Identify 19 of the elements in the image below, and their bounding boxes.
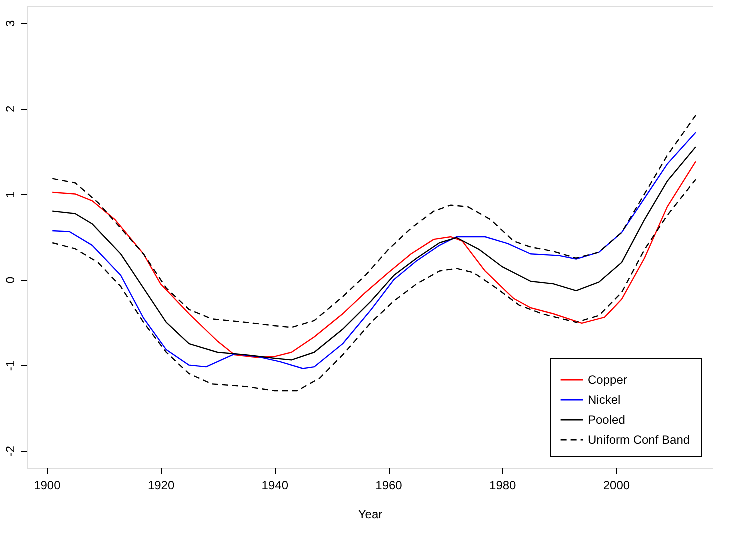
line-series <box>52 114 697 328</box>
legend-label: Nickel <box>588 393 621 407</box>
x-tick-label: 2000 <box>603 478 630 492</box>
x-tick-label: 1960 <box>376 478 403 492</box>
x-tick-label: 1900 <box>34 478 62 492</box>
y-tick-label: 0 <box>4 276 18 284</box>
x-tick-label: 1940 <box>262 478 289 492</box>
legend-label: Copper <box>588 373 628 387</box>
line-series <box>52 179 697 392</box>
x-tick-label: 1920 <box>148 478 175 492</box>
y-tick-label: 1 <box>4 191 18 198</box>
x-axis-title: Year <box>358 508 383 522</box>
y-tick-label: 3 <box>4 20 18 27</box>
y-tick-label: -1 <box>4 360 18 372</box>
legend-label: Uniform Conf Band <box>588 433 690 447</box>
legend-label: Pooled <box>588 413 626 427</box>
y-tick-label: -2 <box>4 446 18 457</box>
x-tick-label: 1980 <box>490 478 517 492</box>
y-tick-label: 2 <box>4 106 18 113</box>
